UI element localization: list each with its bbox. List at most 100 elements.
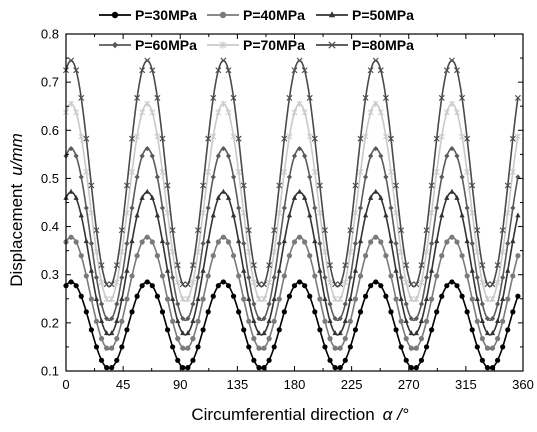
data-point	[398, 318, 404, 324]
data-point	[185, 330, 191, 336]
data-point	[261, 281, 268, 288]
data-point	[368, 283, 374, 289]
data-point	[443, 67, 450, 74]
data-point	[190, 301, 196, 307]
data-point	[388, 238, 394, 244]
x-tick-label: 180	[284, 377, 306, 392]
data-point	[103, 295, 110, 303]
series-p-50mpa	[63, 188, 521, 336]
data-point	[220, 279, 227, 285]
data-point	[179, 295, 186, 303]
data-point	[444, 194, 450, 200]
data-point	[291, 283, 298, 289]
data-point	[454, 283, 460, 289]
data-point	[180, 330, 186, 336]
data-point	[261, 365, 267, 371]
data-point	[123, 209, 130, 216]
data-point	[499, 248, 506, 255]
data-point	[439, 253, 445, 259]
data-point	[322, 318, 328, 324]
data-point	[108, 295, 115, 303]
data-point	[185, 365, 191, 371]
data-point	[479, 318, 485, 324]
data-point	[225, 153, 232, 159]
data-point	[281, 309, 287, 315]
data-point	[489, 365, 496, 371]
data-point	[159, 238, 166, 244]
data-point	[205, 309, 211, 315]
data-point	[281, 238, 287, 244]
legend-label: P=30MPa	[135, 7, 197, 23]
data-point	[373, 234, 379, 240]
data-point	[109, 330, 115, 336]
data-point	[453, 67, 460, 74]
data-point	[154, 293, 160, 299]
data-point	[433, 135, 440, 142]
data-point	[413, 295, 420, 303]
data-point	[505, 267, 511, 273]
data-point	[195, 248, 201, 255]
data-point	[144, 57, 151, 64]
data-point	[225, 239, 232, 245]
data-point	[286, 212, 293, 218]
data-point	[200, 240, 206, 247]
data-point	[347, 274, 353, 281]
data-point	[469, 327, 475, 333]
data-point	[220, 234, 227, 240]
data-point	[266, 357, 272, 363]
data-point	[170, 274, 176, 281]
data-point	[124, 327, 130, 333]
data-point	[510, 238, 516, 244]
data-point	[255, 281, 262, 288]
data-point	[164, 240, 171, 247]
data-point	[464, 309, 470, 315]
data-point	[215, 67, 222, 74]
data-point	[383, 174, 389, 180]
data-point	[489, 345, 496, 351]
data-point	[489, 330, 496, 336]
y-tick-label: 0.1	[41, 364, 59, 379]
data-point	[449, 279, 455, 285]
data-point	[434, 273, 440, 279]
data-point	[144, 279, 150, 285]
data-point	[398, 274, 404, 281]
data-point	[382, 94, 389, 101]
data-point	[286, 133, 293, 140]
data-point	[251, 357, 257, 363]
data-point	[88, 240, 94, 247]
data-point	[423, 344, 430, 350]
data-point	[118, 227, 125, 234]
data-point	[433, 168, 440, 176]
y-tick-label: 0.5	[41, 171, 59, 186]
data-point	[454, 239, 460, 245]
data-point	[129, 168, 135, 176]
data-point	[368, 153, 374, 159]
data-point	[111, 11, 119, 19]
legend-label: P=40MPa	[243, 7, 305, 23]
data-point	[408, 345, 414, 351]
data-point	[327, 318, 333, 324]
data-point	[83, 238, 89, 244]
data-point	[68, 57, 75, 64]
data-point	[144, 188, 150, 194]
data-point	[93, 227, 100, 234]
data-point	[322, 295, 328, 301]
data-point	[159, 273, 166, 279]
data-point	[515, 253, 521, 259]
data-point	[129, 238, 135, 244]
data-point	[484, 315, 491, 322]
data-point	[68, 279, 74, 285]
data-point	[235, 168, 242, 176]
data-point	[322, 344, 328, 350]
data-point	[250, 262, 257, 269]
data-point	[448, 57, 455, 64]
data-point	[215, 153, 221, 159]
data-point	[164, 296, 171, 302]
data-point	[98, 336, 105, 342]
data-point	[413, 315, 419, 322]
data-point	[215, 283, 221, 289]
data-point	[286, 174, 293, 180]
data-point	[429, 240, 435, 247]
data-point	[169, 248, 176, 255]
data-point	[439, 293, 445, 299]
